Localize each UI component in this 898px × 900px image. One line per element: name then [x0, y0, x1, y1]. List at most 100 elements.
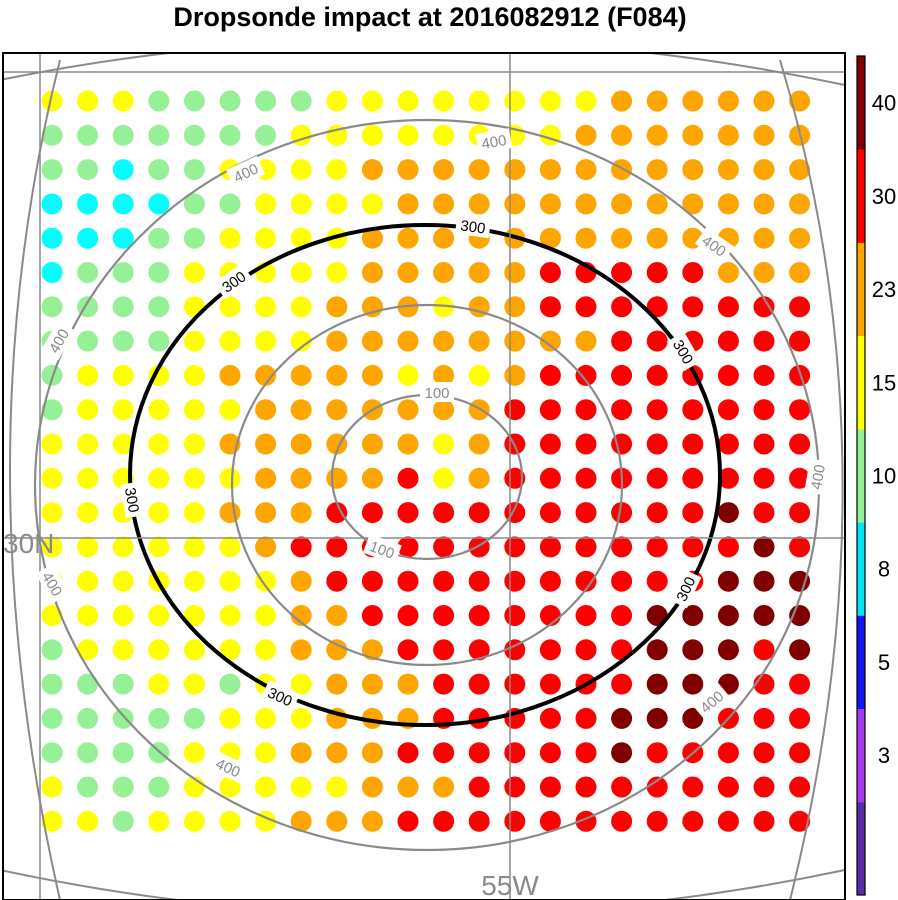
dropsonde-dot: [753, 262, 775, 283]
dropsonde-dot: [611, 364, 633, 386]
dropsonde-dot: [468, 262, 490, 283]
dropsonde-dot: [504, 296, 526, 318]
dropsonde-dot: [290, 707, 312, 729]
projection-arc-top: [3, 53, 845, 86]
colorbar-segment: [857, 242, 865, 337]
dropsonde-dot: [717, 502, 739, 524]
dropsonde-dot: [77, 262, 99, 283]
dropsonde-dot: [468, 776, 490, 798]
colorbar-segment: [857, 708, 865, 803]
dropsonde-dot: [611, 810, 633, 832]
dropsonde-dot: [326, 673, 348, 695]
dropsonde-dot: [219, 776, 241, 798]
colorbar-segment: [857, 522, 865, 616]
dropsonde-dot: [148, 605, 170, 626]
dropsonde-dot: [753, 433, 775, 455]
dropsonde-dot: [789, 364, 811, 386]
dropsonde-dot: [290, 776, 312, 798]
dropsonde-dot: [112, 536, 134, 558]
dropsonde-dot: [646, 124, 668, 146]
dropsonde-dot: [326, 742, 348, 764]
dropsonde-dot: [468, 364, 490, 386]
dropsonde-dot: [433, 536, 455, 558]
dropsonde-dot: [468, 159, 490, 181]
dropsonde-dot: [575, 296, 597, 318]
dropsonde-dot: [504, 605, 526, 626]
dropsonde-dot: [255, 776, 277, 798]
dropsonde-dot: [361, 502, 383, 524]
dropsonde-dot: [326, 570, 348, 592]
dropsonde-dot: [682, 399, 704, 421]
dropsonde-dot: [717, 124, 739, 146]
dropsonde-dot: [183, 605, 205, 626]
dropsonde-dot: [575, 399, 597, 421]
dropsonde-dot: [112, 399, 134, 421]
dropsonde-dot: [789, 742, 811, 764]
dropsonde-dot: [468, 639, 490, 661]
dropsonde-dot: [361, 364, 383, 386]
dropsonde-dot: [682, 502, 704, 524]
contour-label-300: 300: [213, 263, 254, 300]
dropsonde-dot: [753, 570, 775, 592]
dropsonde-dot: [789, 90, 811, 112]
dropsonde-dot: [112, 124, 134, 146]
dropsonde-dot: [539, 399, 561, 421]
dropsonde-dot: [77, 639, 99, 661]
dropsonde-dot: [77, 227, 99, 249]
dropsonde-dot: [397, 742, 419, 764]
dropsonde-dot: [575, 433, 597, 455]
dropsonde-dot: [219, 673, 241, 695]
dropsonde-dot: [717, 262, 739, 283]
dropsonde-dot: [326, 639, 348, 661]
dropsonde-dot: [504, 673, 526, 695]
dropsonde-dot: [539, 262, 561, 283]
dropsonde-dot: [611, 707, 633, 729]
dropsonde-dot: [41, 605, 63, 626]
dropsonde-dot: [717, 605, 739, 626]
dropsonde-dot: [539, 467, 561, 489]
dropsonde-dot: [575, 193, 597, 215]
contour-label: 400: [804, 458, 830, 496]
dropsonde-dot: [326, 296, 348, 318]
dropsonde-dot: [219, 467, 241, 489]
dropsonde-dot: [290, 159, 312, 181]
dropsonde-dot: [326, 193, 348, 215]
dropsonde-dot: [646, 330, 668, 352]
dropsonde-dot: [611, 570, 633, 592]
colorbar-tick-label: 40: [872, 91, 896, 116]
dropsonde-dot: [326, 536, 348, 558]
dropsonde-dot: [433, 639, 455, 661]
dropsonde-dot: [717, 90, 739, 112]
dropsonde-dot: [361, 159, 383, 181]
dropsonde-dot: [682, 639, 704, 661]
dropsonde-dot: [183, 193, 205, 215]
dropsonde-dot: [361, 570, 383, 592]
dropsonde-dot: [539, 502, 561, 524]
dropsonde-dot: [290, 810, 312, 832]
dropsonde-dot: [290, 433, 312, 455]
dropsonde-dot: [504, 159, 526, 181]
colorbar: 3 5 8 10 15 23 30 40: [856, 55, 896, 896]
dropsonde-dot: [539, 364, 561, 386]
dropsonde-dot: [148, 776, 170, 798]
dropsonde-dot: [41, 433, 63, 455]
colorbar-tick-label: 5: [878, 650, 890, 675]
dropsonde-dot: [397, 605, 419, 626]
dropsonde-dot: [219, 124, 241, 146]
dropsonde-dot: [183, 570, 205, 592]
dropsonde-dot: [183, 742, 205, 764]
contour-200: [230, 303, 624, 667]
dropsonde-dot: [219, 810, 241, 832]
colorbar-segment: [857, 335, 865, 430]
dropsonde-dot: [361, 673, 383, 695]
dropsonde-dot: [575, 502, 597, 524]
dropsonde-dot: [148, 536, 170, 558]
dropsonde-dot: [611, 330, 633, 352]
dropsonde-dot: [183, 707, 205, 729]
dropsonde-dot: [148, 399, 170, 421]
dropsonde-dot: [646, 159, 668, 181]
dropsonde-dot: [255, 707, 277, 729]
dropsonde-dot: [77, 536, 99, 558]
dropsonde-dot: [539, 673, 561, 695]
dropsonde-dot: [326, 90, 348, 112]
